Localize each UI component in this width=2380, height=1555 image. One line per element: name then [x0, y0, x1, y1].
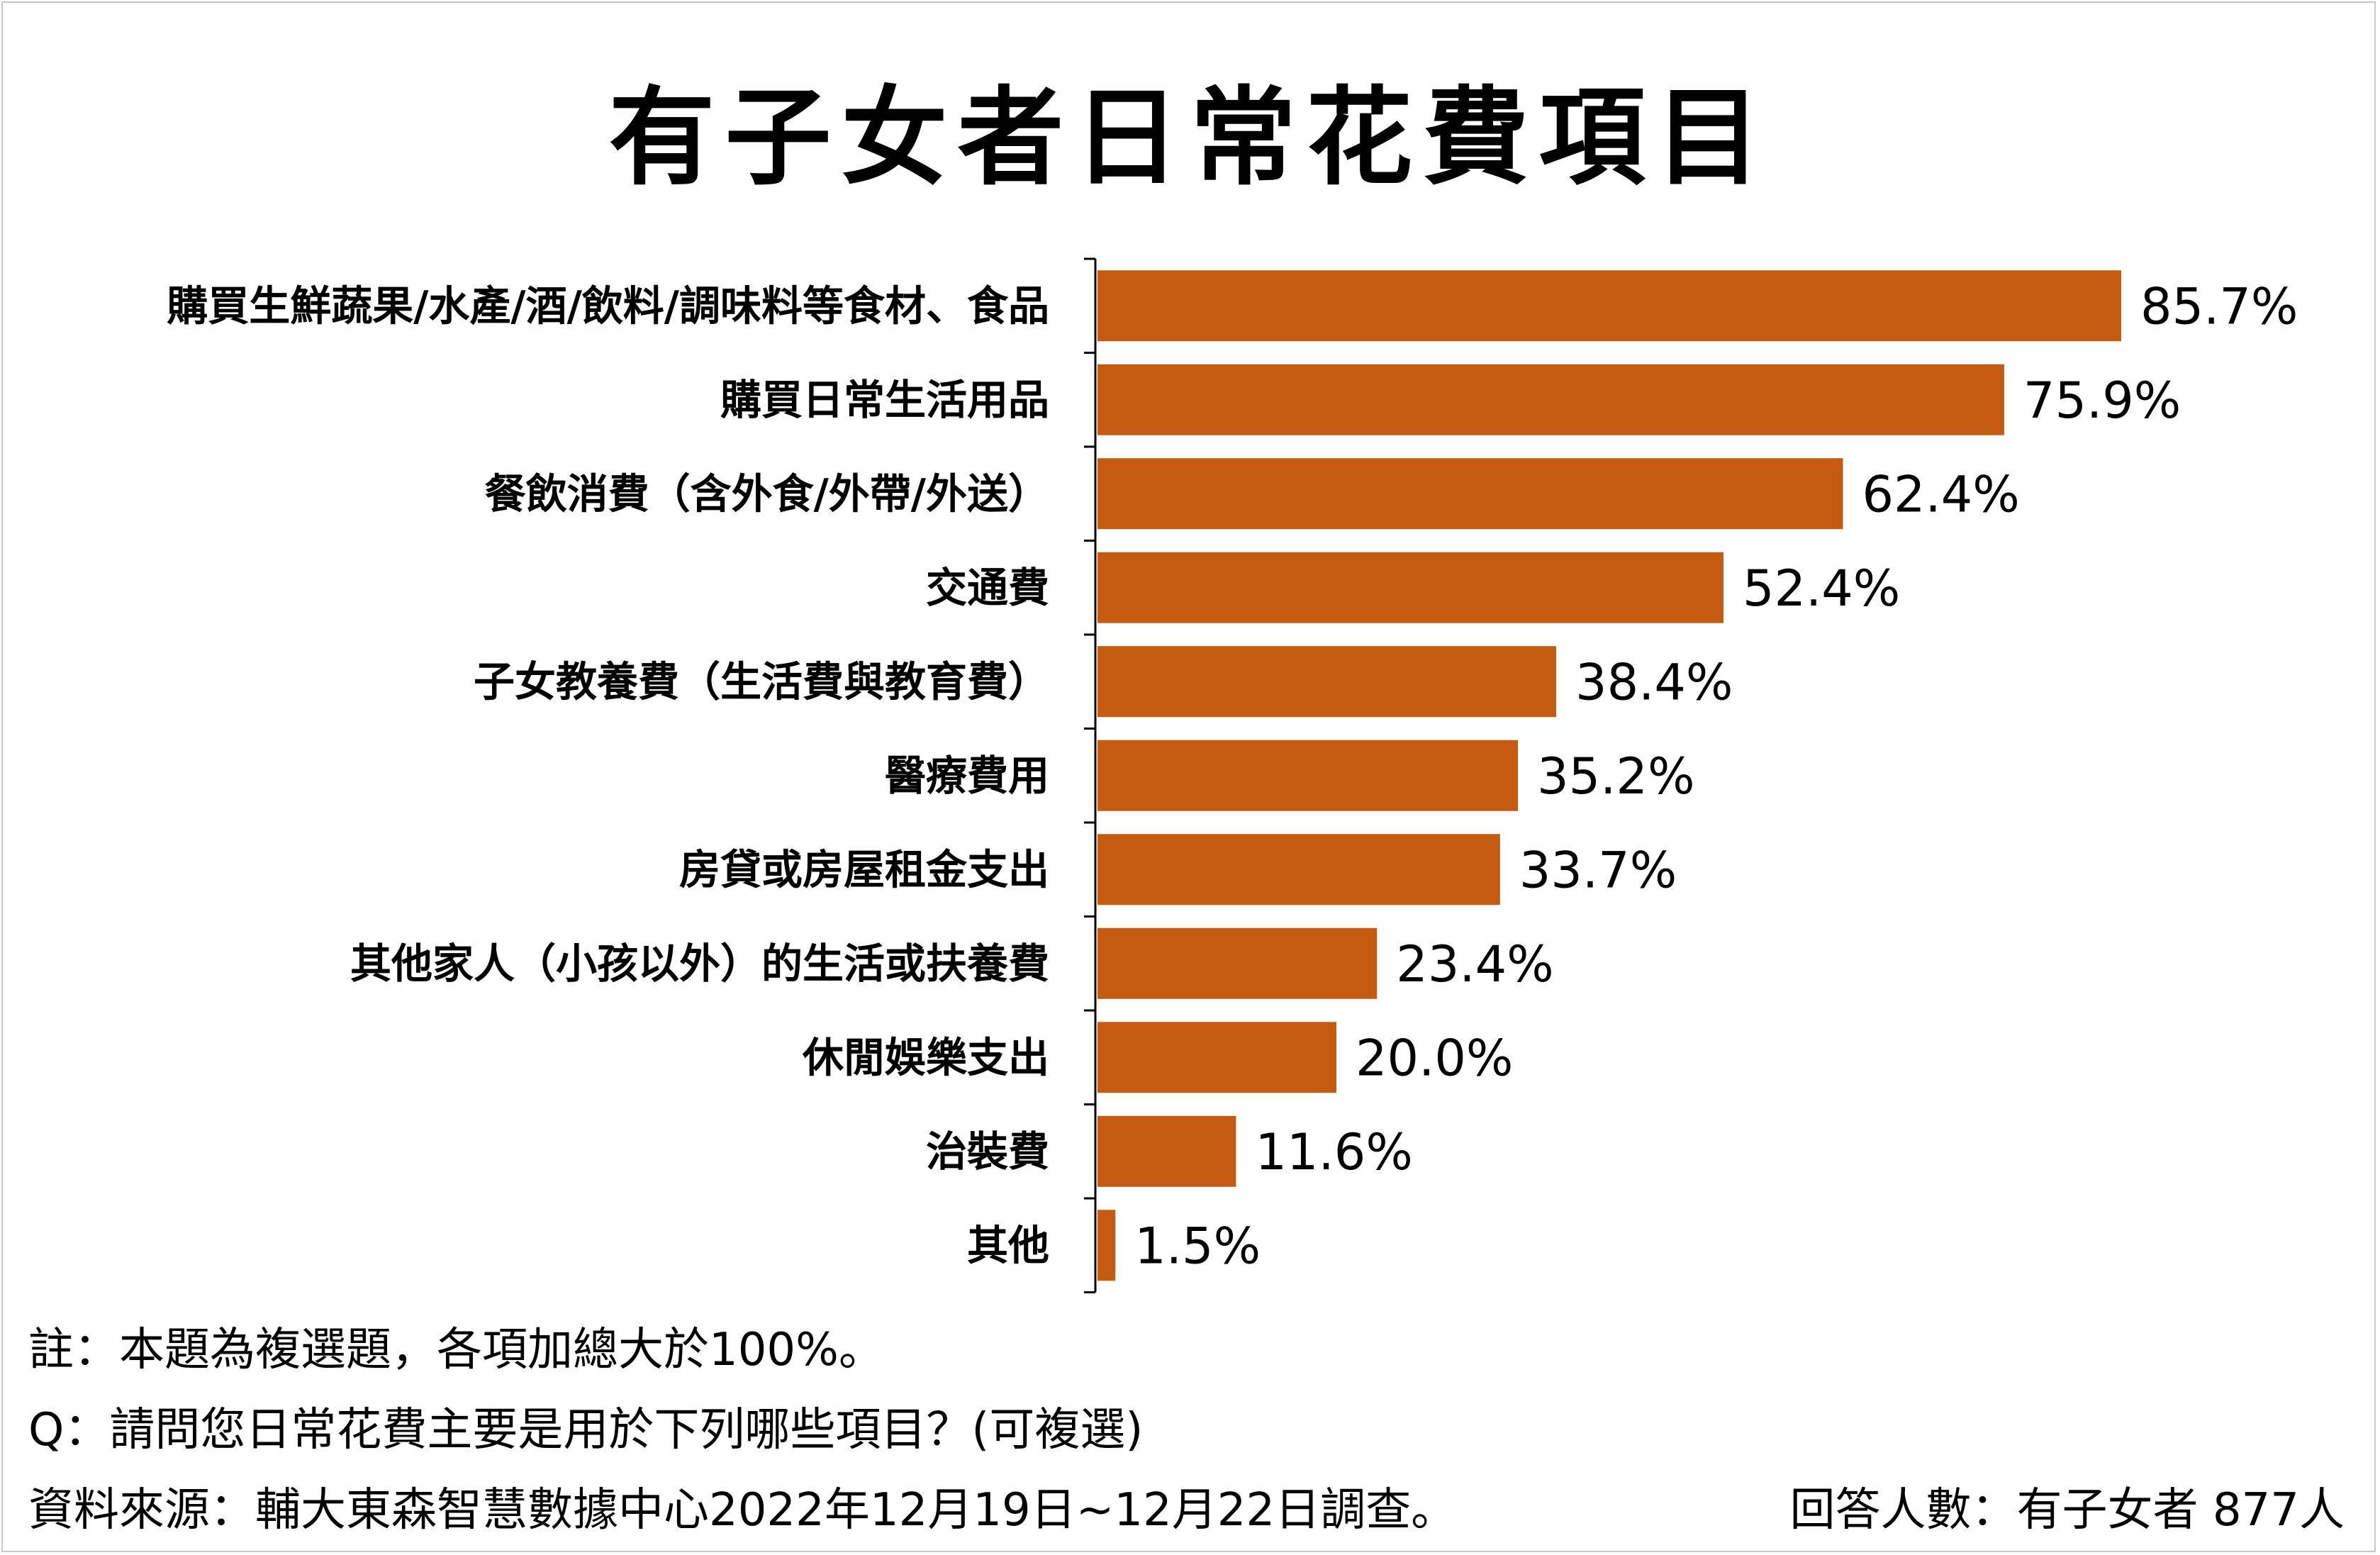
value-label: 38.4%	[1575, 653, 1733, 711]
category-label: 交通費	[926, 564, 1049, 612]
value-label: 35.2%	[1537, 747, 1694, 806]
value-label: 85.7%	[2140, 277, 2298, 335]
category-label: 其他	[967, 1221, 1049, 1269]
bar	[1097, 927, 1378, 999]
category-label: 餐飲消費（含外食/外帶/外送）	[485, 469, 1049, 518]
bar	[1097, 1115, 1236, 1187]
survey-question: Q：請問您日常花費主要是用於下列哪些項目？(可複選)	[28, 1404, 1144, 1456]
value-label: 62.4%	[1862, 465, 2019, 523]
value-label: 1.5%	[1134, 1217, 1261, 1275]
data-source: 資料來源：輔大東森智慧數據中心2022年12月19日~12月22日調查。	[28, 1484, 1457, 1537]
bar	[1097, 740, 1519, 811]
category-label: 房貸或房屋租金支出	[679, 845, 1049, 893]
category-label: 購買日常生活用品	[720, 376, 1049, 424]
chart-title: 有子女者日常花費項目	[608, 77, 1772, 200]
respondent-count: 回答人數：有子女者 877人	[1789, 1484, 2345, 1537]
category-label: 醫療費用	[885, 752, 1049, 800]
value-label: 20.0%	[1356, 1029, 1513, 1087]
value-label: 11.6%	[1255, 1123, 1412, 1181]
bar-chart: 購買生鮮蔬果/水產/酒/飲料/調味料等食材、食品 85.7% 購買日常生活用品 75.…	[167, 257, 2298, 1293]
footnote: 註：本題為複選題，各項加總大於100%。	[28, 1324, 884, 1376]
bar	[1097, 834, 1500, 905]
bar	[1097, 646, 1557, 718]
bar	[1097, 458, 1843, 530]
category-label: 子女教養費（生活費與教育費）	[474, 657, 1049, 706]
bar	[1097, 1022, 1336, 1093]
bar	[1097, 270, 2122, 342]
value-label: 23.4%	[1396, 935, 1553, 993]
category-label: 其他家人（小孩以外）的生活或扶養費	[350, 940, 1049, 988]
value-label: 52.4%	[1743, 559, 1900, 618]
value-label: 75.9%	[2023, 372, 2181, 430]
bar	[1097, 552, 1723, 623]
category-label: 購買生鮮蔬果/水產/酒/飲料/調味料等食材、食品	[167, 282, 1049, 330]
value-label: 33.7%	[1519, 841, 1677, 899]
bar	[1097, 364, 2004, 435]
bar	[1097, 1210, 1116, 1281]
category-label: 治裝費	[926, 1127, 1049, 1176]
category-label: 休閒娛樂支出	[802, 1033, 1049, 1081]
